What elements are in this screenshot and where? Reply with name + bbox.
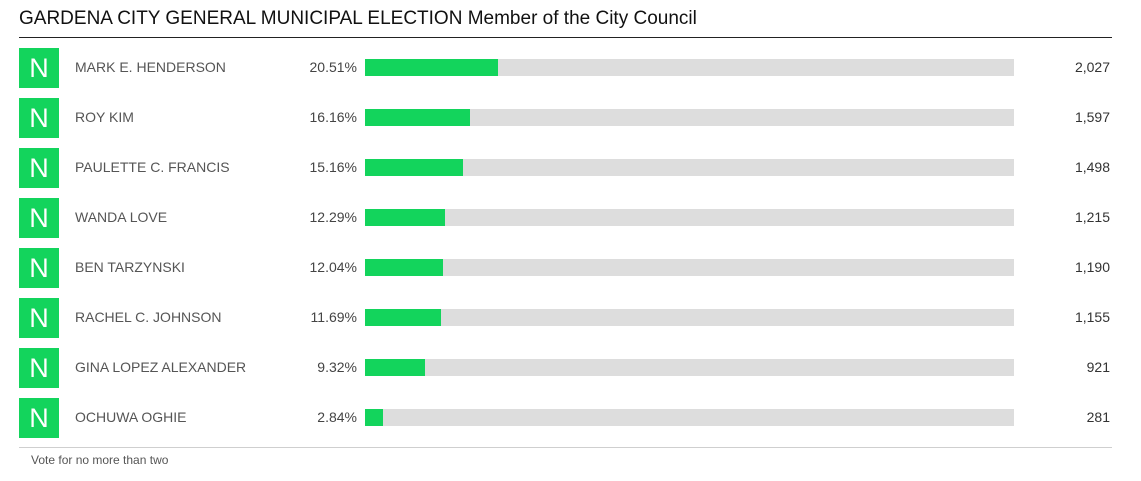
result-row: N ROY KIM 16.16% 1,597: [19, 92, 1112, 142]
bar-track: [365, 259, 1014, 276]
result-row: N WANDA LOVE 12.29% 1,215: [19, 192, 1112, 242]
result-row: N PAULETTE C. FRANCIS 15.16% 1,498: [19, 142, 1112, 192]
bar-track: [365, 409, 1014, 426]
vote-count: 1,215: [1074, 209, 1110, 225]
vote-count: 1,190: [1074, 259, 1110, 275]
candidate-name: PAULETTE C. FRANCIS: [75, 159, 230, 175]
footer-divider: [19, 447, 1112, 448]
percent-label: 15.16%: [309, 159, 357, 175]
bar: [365, 309, 441, 326]
results-list: N MARK E. HENDERSON 20.51% 2,027 N ROY KIM 16.…: [19, 42, 1112, 442]
candidate-name: RACHEL C. JOHNSON: [75, 309, 222, 325]
percent-label: 12.29%: [309, 209, 357, 225]
vote-count: 1,498: [1074, 159, 1110, 175]
chart-title: GARDENA CITY GENERAL MUNICIPAL ELECTION …: [19, 8, 697, 29]
status-badge: N: [19, 398, 59, 438]
bar-track: [365, 109, 1014, 126]
result-row: N MARK E. HENDERSON 20.51% 2,027: [19, 42, 1112, 92]
bar: [365, 409, 384, 426]
bar: [365, 109, 470, 126]
result-row: N RACHEL C. JOHNSON 11.69% 1,155: [19, 292, 1112, 342]
bar-track: [365, 359, 1014, 376]
vote-count: 2,027: [1074, 59, 1110, 75]
vote-count: 281: [1086, 409, 1110, 425]
status-badge: N: [19, 48, 59, 88]
status-badge: N: [19, 248, 59, 288]
footnote: Vote for no more than two: [31, 453, 169, 467]
bar-track: [365, 159, 1014, 176]
status-badge: N: [19, 98, 59, 138]
status-badge: N: [19, 348, 59, 388]
candidate-name: BEN TARZYNSKI: [75, 259, 185, 275]
percent-label: 2.84%: [317, 409, 357, 425]
bar: [365, 259, 444, 276]
vote-count: 921: [1086, 359, 1110, 375]
candidate-name: WANDA LOVE: [75, 209, 168, 225]
status-badge: N: [19, 298, 59, 338]
status-badge: N: [19, 198, 59, 238]
bar: [365, 159, 464, 176]
candidate-name: OCHUWA OGHIE: [75, 409, 187, 425]
bar: [365, 59, 499, 76]
status-badge: N: [19, 148, 59, 188]
vote-count: 1,597: [1074, 109, 1110, 125]
bar: [365, 209, 445, 226]
bar-track: [365, 209, 1014, 226]
result-row: N GINA LOPEZ ALEXANDER 9.32% 921: [19, 342, 1112, 392]
percent-label: 16.16%: [309, 109, 357, 125]
title-divider: [19, 37, 1112, 38]
percent-label: 11.69%: [310, 309, 357, 325]
bar: [365, 359, 426, 376]
percent-label: 20.51%: [309, 59, 357, 75]
candidate-name: MARK E. HENDERSON: [75, 59, 226, 75]
result-row: N BEN TARZYNSKI 12.04% 1,190: [19, 242, 1112, 292]
candidate-name: GINA LOPEZ ALEXANDER: [75, 359, 247, 375]
vote-count: 1,155: [1074, 309, 1110, 325]
percent-label: 9.32%: [317, 359, 357, 375]
result-row: N OCHUWA OGHIE 2.84% 281: [19, 392, 1112, 442]
candidate-name: ROY KIM: [75, 109, 134, 125]
bar-track: [365, 309, 1014, 326]
percent-label: 12.04%: [309, 259, 357, 275]
bar-track: [365, 59, 1014, 76]
